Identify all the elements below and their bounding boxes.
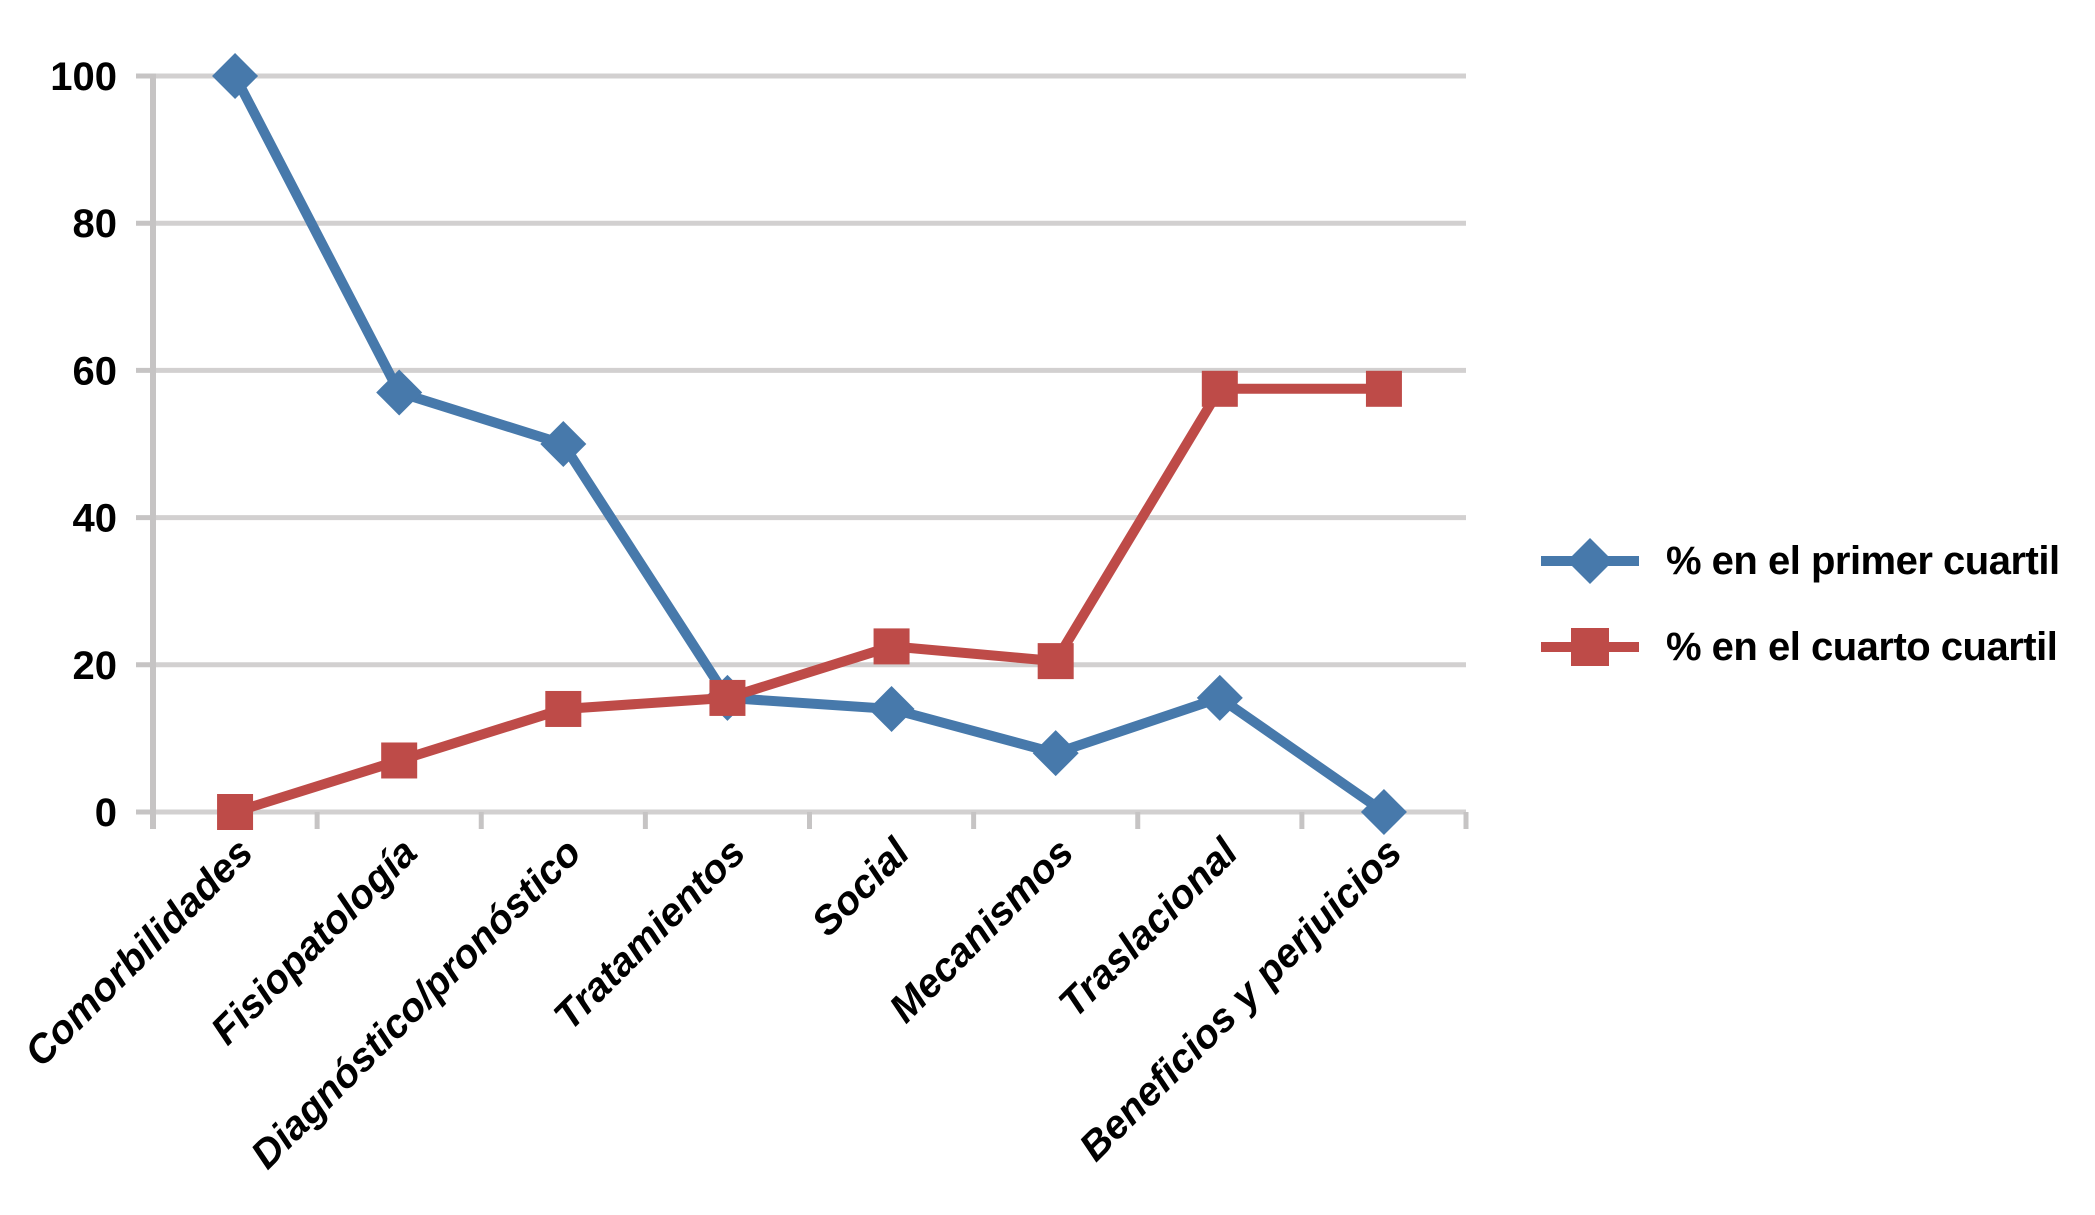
legend-label-primer-cuartil: % en el primer cuartil xyxy=(1666,538,2060,583)
diamond-marker-icon xyxy=(1541,538,1639,584)
x-axis-label: Diagnóstico/pronóstico xyxy=(243,830,590,1177)
legend-label-cuarto-cuartil: % en el cuarto cuartil xyxy=(1666,624,2058,669)
data-point-diamond xyxy=(868,685,915,732)
data-point-diamond xyxy=(1032,730,1079,777)
data-point-diamond xyxy=(1196,674,1243,721)
data-point-square xyxy=(873,628,910,665)
y-axis-label: 60 xyxy=(73,349,118,393)
data-point-square xyxy=(217,794,254,830)
y-axis-label: 0 xyxy=(95,791,117,835)
data-point-diamond xyxy=(212,53,259,99)
y-axis-label: 80 xyxy=(73,202,118,246)
series-line-0 xyxy=(230,73,1387,817)
data-point-diamond xyxy=(540,421,587,467)
x-axis-label: Social xyxy=(803,830,918,945)
series-line-1 xyxy=(233,383,1384,817)
square-marker-icon xyxy=(1541,628,1639,666)
data-point-square xyxy=(1201,370,1238,407)
data-point-square xyxy=(709,679,746,716)
data-point-diamond xyxy=(376,369,423,416)
data-point-diamond xyxy=(1360,789,1407,835)
data-point-square xyxy=(1365,370,1402,407)
y-axis-label: 20 xyxy=(73,644,118,688)
data-point-square xyxy=(1037,643,1074,680)
legend-entry-primer-cuartil: % en el primer cuartil xyxy=(1540,528,2060,594)
data-point-square xyxy=(545,690,582,727)
x-axis-label: Beneficios y perjuicios xyxy=(1071,830,1410,1169)
data-point-square xyxy=(381,742,418,779)
legend-entry-cuarto-cuartil: % en el cuarto cuartil xyxy=(1540,614,2058,680)
y-axis-label: 40 xyxy=(73,497,118,541)
y-axis-label: 100 xyxy=(50,55,117,99)
